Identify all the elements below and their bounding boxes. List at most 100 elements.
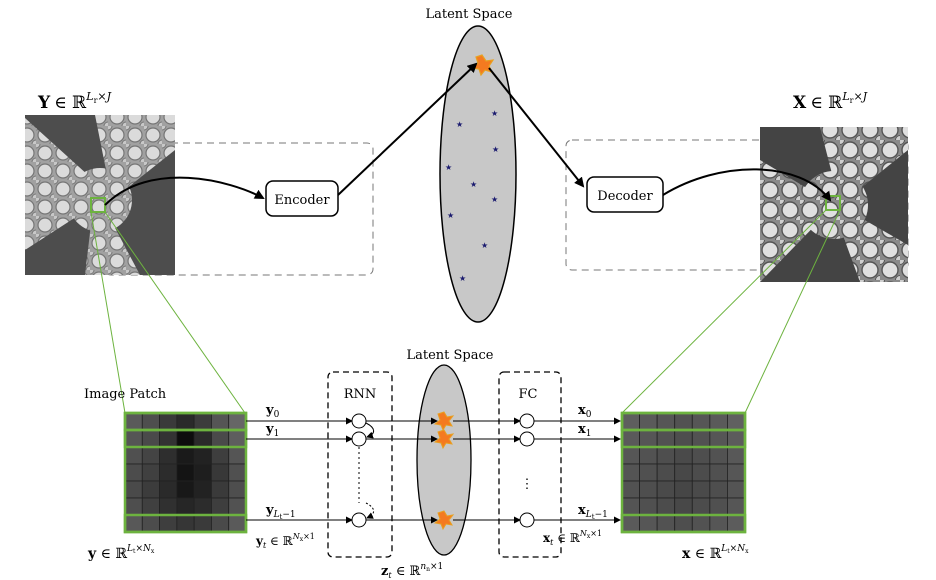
input-space-label: Y ∈ ℝLr×J [37, 90, 112, 113]
patch-pixel [124, 514, 143, 533]
patch-pixel [621, 446, 640, 465]
fc-label: FC [519, 387, 538, 402]
patch-pixel [176, 514, 195, 533]
patch-pixel [727, 497, 746, 516]
label-xt-space: xt ∈ ℝNx×1 [543, 529, 602, 547]
patch-pixel [228, 446, 247, 465]
patch-pixel [193, 480, 212, 499]
dot-marker: ★ [492, 145, 499, 154]
patch-pixel [709, 497, 728, 516]
starfish-image-input [25, 115, 175, 275]
patch-pixel [656, 412, 676, 431]
patch-pixel [141, 463, 160, 482]
patch-pixel [639, 463, 658, 482]
patch-pixel [674, 429, 693, 448]
patch-pixel [124, 480, 143, 499]
star-marker [470, 54, 495, 77]
label-xlast: xLt−1 [578, 503, 608, 521]
patch-pixel [228, 429, 247, 448]
patch-pixel [211, 412, 230, 431]
patch-pixel [621, 480, 640, 499]
starfish-image-output [760, 127, 908, 282]
bottom-latent-title: Latent Space [407, 348, 494, 363]
dot-marker: ★ [459, 274, 466, 283]
patch-pixel [691, 497, 711, 516]
patch-pixel [691, 429, 711, 448]
patch-pixel [176, 429, 195, 448]
label-x-patch-space: x ∈ ℝLt×Nx [682, 544, 749, 562]
patch-pixel [228, 412, 247, 431]
patch-pixel [639, 514, 658, 533]
patch-pixel [211, 480, 230, 499]
recurrent-link-last [365, 502, 375, 519]
patch-pixel [211, 497, 230, 516]
label-y1: y1 [265, 422, 279, 439]
patch-pixel [159, 429, 178, 448]
patch-pixel [727, 514, 746, 533]
zoom-line-left-1 [90, 211, 126, 414]
patch-pixel [124, 463, 143, 482]
label-yt-space: yt ∈ ℝNx×1 [255, 532, 315, 550]
patch-pixel [228, 497, 247, 516]
patch-pixel [674, 514, 693, 533]
patch-pixel [141, 497, 160, 516]
zoom-line-right-1 [621, 209, 827, 414]
dot-marker: ★ [491, 195, 498, 204]
label-y0: y0 [265, 403, 280, 420]
flow-row-last [246, 510, 621, 531]
patch-pixel [639, 480, 658, 499]
dot-marker: ★ [447, 211, 454, 220]
patch-pixel [141, 480, 160, 499]
star-marker [433, 510, 455, 531]
rnn-box [327, 371, 393, 558]
encoder-label: Encoder [274, 193, 330, 208]
bottom-latent-ellipse [416, 364, 472, 556]
encoder-box [265, 180, 339, 217]
output-patch-grid [620, 411, 747, 534]
patch-pixel [674, 497, 693, 516]
patch-pixel [176, 446, 195, 465]
label-zt-space: zt ∈ ℝnn×1 [381, 562, 443, 580]
label-y-patch-space: y ∈ ℝLt×Nx [87, 544, 155, 562]
patch-pixel [176, 463, 195, 482]
patch-pixel [621, 463, 640, 482]
dot-marker: ★ [491, 109, 498, 118]
patch-pixel [141, 446, 160, 465]
patch-pixel [228, 514, 247, 533]
patch-pixel [709, 463, 728, 482]
patch-pixel [193, 463, 212, 482]
zoom-line-left-2 [104, 211, 246, 414]
top-latent-ellipse [439, 25, 517, 323]
arrow-encoder-to-latent [337, 62, 478, 196]
patch-pixel [691, 446, 711, 465]
patch-pixel [159, 412, 178, 431]
zoom-line-right-2 [744, 209, 841, 414]
patch-pixel [656, 480, 676, 499]
patch-pixel [211, 514, 230, 533]
patch-border [620, 411, 747, 534]
arrow-latent-to-decoder [488, 67, 585, 188]
dot-marker: ★ [445, 163, 452, 172]
patch-pixel [727, 463, 746, 482]
patch-pixel [656, 446, 676, 465]
star-marker [433, 411, 455, 432]
patch-pixel [176, 412, 195, 431]
patch-pixel [621, 497, 640, 516]
decoder-label: Decoder [597, 189, 653, 204]
patch-pixel [159, 497, 178, 516]
patch-pixel [193, 429, 212, 448]
patch-pixel [193, 412, 212, 431]
patch-pixel [176, 480, 195, 499]
patch-pixel [176, 497, 195, 516]
patch-pixel [709, 429, 728, 448]
patch-pixel [656, 497, 676, 516]
patch-pixel [141, 514, 160, 533]
fc-box [498, 371, 562, 558]
label-x0: x0 [578, 403, 592, 420]
fc-ellipsis: ⋮ [521, 477, 534, 492]
patch-pixel [621, 514, 640, 533]
patch-pixel [691, 480, 711, 499]
patch-pixel [639, 412, 658, 431]
star-marker [433, 429, 455, 450]
